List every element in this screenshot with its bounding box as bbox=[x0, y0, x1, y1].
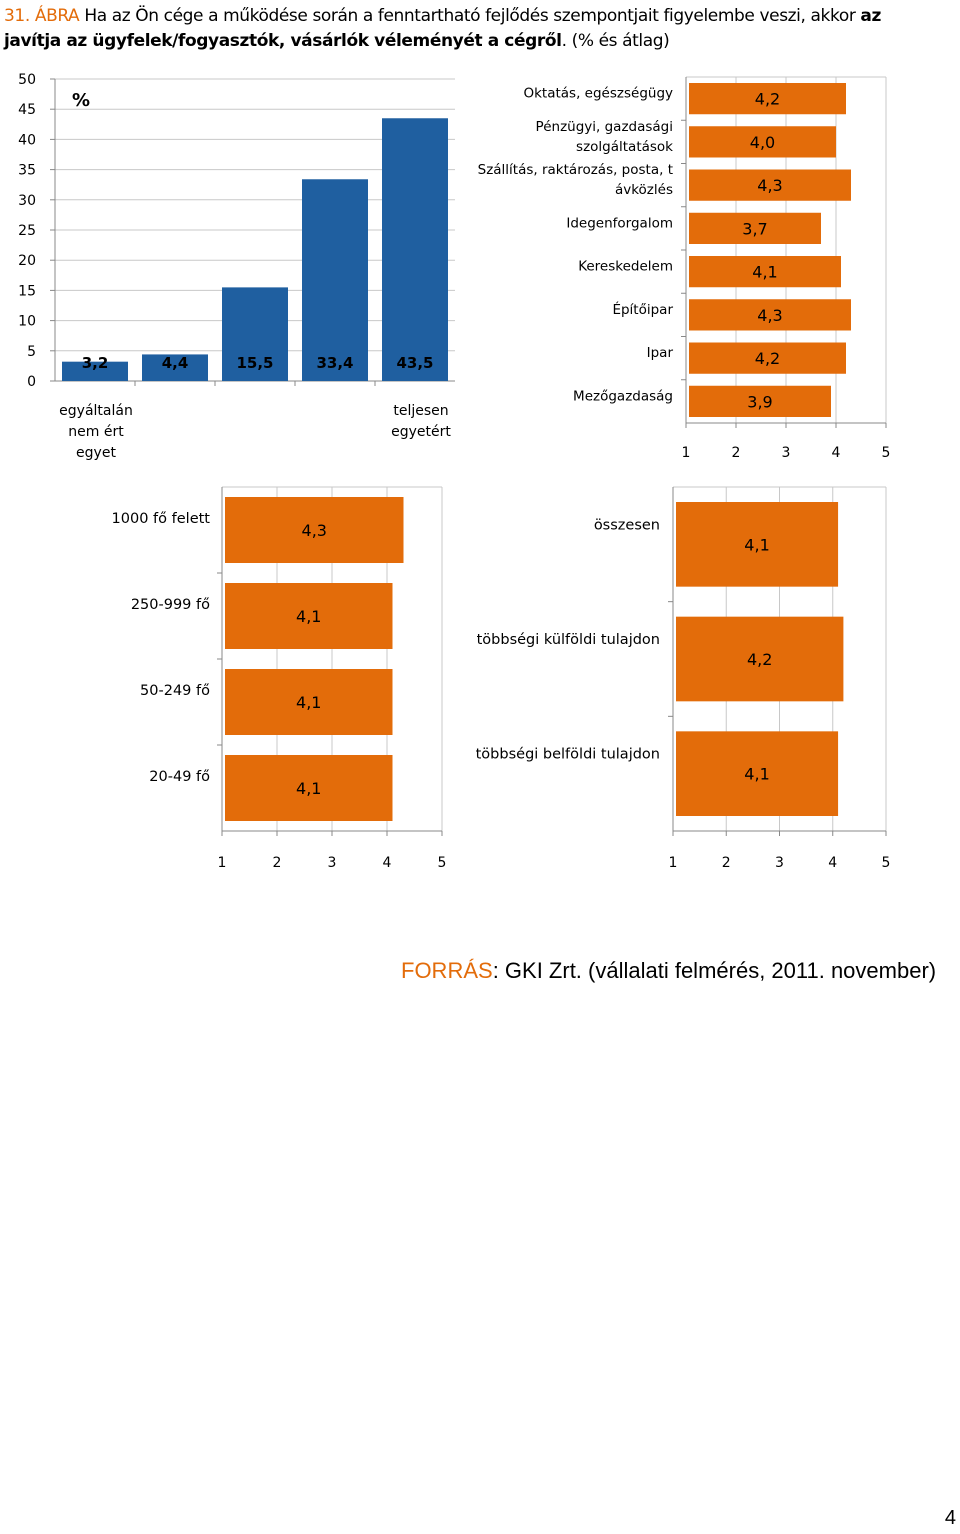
data-label: 3,9 bbox=[747, 392, 772, 411]
source-label: FORRÁS bbox=[401, 958, 493, 983]
figure-number: 31. ÁBRA bbox=[4, 6, 80, 26]
data-label: 4,1 bbox=[296, 693, 321, 712]
x-tick-label: 1 bbox=[218, 855, 227, 871]
x-tick-label: 4 bbox=[383, 855, 392, 871]
category-label: Pénzügyi, gazdasági bbox=[536, 119, 673, 135]
data-label: 4,2 bbox=[747, 650, 772, 669]
category-label: 250-999 fő bbox=[131, 597, 210, 613]
data-label: 15,5 bbox=[236, 354, 273, 372]
data-label: 4,3 bbox=[757, 306, 782, 325]
figure-title-tail: . (% és átlag) bbox=[561, 31, 670, 51]
data-label: 3,2 bbox=[82, 354, 109, 372]
category-label: Oktatás, egészségügy bbox=[523, 86, 673, 102]
end-label-left: nem ért bbox=[68, 424, 124, 440]
page-number: 4 bbox=[944, 1507, 956, 1529]
y-tick-label: 10 bbox=[18, 314, 36, 330]
category-label: 1000 fő felett bbox=[112, 511, 211, 527]
y-tick-label: 30 bbox=[18, 193, 36, 209]
y-tick-label: 35 bbox=[18, 163, 36, 179]
bar bbox=[225, 755, 393, 821]
bar bbox=[689, 385, 831, 417]
data-label: 3,7 bbox=[742, 219, 767, 238]
y-tick-label: 5 bbox=[27, 344, 36, 360]
end-label-left: egyáltalán bbox=[59, 403, 133, 419]
y-tick-label: 25 bbox=[18, 223, 36, 239]
bar bbox=[225, 497, 404, 563]
data-label: 4,1 bbox=[744, 765, 769, 784]
bar bbox=[689, 256, 841, 288]
data-label: 4,3 bbox=[302, 521, 327, 540]
category-label: Kereskedelem bbox=[578, 259, 673, 275]
category-label: Szállítás, raktározás, posta, t bbox=[478, 162, 673, 178]
bar bbox=[62, 361, 128, 381]
data-label: 4,4 bbox=[162, 354, 189, 372]
unit-label: % bbox=[72, 90, 90, 111]
x-tick-label: 5 bbox=[882, 855, 891, 871]
source-text: : GKI Zrt. (vállalati felmérés, 2011. no… bbox=[492, 958, 937, 983]
x-tick-label: 5 bbox=[882, 445, 891, 461]
x-tick-label: 2 bbox=[273, 855, 282, 871]
y-tick-label: 0 bbox=[27, 374, 36, 390]
x-tick-label: 4 bbox=[828, 855, 837, 871]
bar bbox=[689, 342, 846, 374]
data-label: 4,2 bbox=[755, 349, 780, 368]
end-label-right: egyetért bbox=[391, 424, 451, 440]
bar bbox=[689, 126, 836, 158]
category-label: Építőipar bbox=[612, 301, 673, 318]
category-label: Ipar bbox=[647, 345, 674, 361]
bar bbox=[382, 118, 448, 381]
bar bbox=[225, 669, 393, 735]
category-label: Idegenforgalom bbox=[566, 215, 673, 231]
figure-title: 31. ÁBRA Ha az Ön cége a működése során … bbox=[4, 4, 934, 54]
category-label: többségi belföldi tulajdon bbox=[476, 747, 660, 763]
end-label-right: teljesen bbox=[393, 403, 448, 419]
bar bbox=[225, 583, 393, 649]
bar bbox=[222, 287, 288, 381]
y-tick-label: 45 bbox=[18, 102, 36, 118]
x-tick-label: 4 bbox=[832, 445, 841, 461]
category-label: ávközlés bbox=[615, 182, 673, 198]
data-label: 4,1 bbox=[752, 263, 777, 282]
data-label: 4,0 bbox=[750, 133, 775, 152]
source-note: FORRÁS: GKI Zrt. (vállalati felmérés, 20… bbox=[401, 958, 936, 984]
data-label: 4,1 bbox=[296, 779, 321, 798]
x-tick-label: 3 bbox=[328, 855, 337, 871]
bar bbox=[689, 83, 846, 115]
bar bbox=[676, 502, 839, 587]
data-label: 4,3 bbox=[757, 176, 782, 195]
bar bbox=[142, 354, 208, 381]
y-tick-label: 15 bbox=[18, 283, 36, 299]
category-label: Mezőgazdaság bbox=[573, 388, 673, 404]
data-label: 4,1 bbox=[744, 535, 769, 554]
x-tick-label: 2 bbox=[722, 855, 731, 871]
bar bbox=[676, 616, 844, 702]
data-label: 4,2 bbox=[755, 90, 780, 109]
x-tick-label: 5 bbox=[438, 855, 447, 871]
x-tick-label: 3 bbox=[775, 855, 784, 871]
category-label: többségi külföldi tulajdon bbox=[477, 632, 660, 648]
figure-title-text: Ha az Ön cége a működése során a fenntar… bbox=[84, 6, 856, 26]
x-tick-label: 3 bbox=[782, 445, 791, 461]
bar bbox=[689, 212, 821, 244]
data-label: 4,1 bbox=[296, 607, 321, 626]
bar bbox=[302, 179, 368, 381]
bar bbox=[689, 169, 851, 201]
data-label: 43,5 bbox=[396, 354, 433, 372]
category-label: összesen bbox=[594, 517, 660, 533]
category-label: 50-249 fő bbox=[140, 683, 210, 699]
x-tick-label: 1 bbox=[682, 445, 691, 461]
x-tick-label: 2 bbox=[732, 445, 741, 461]
data-label: 33,4 bbox=[316, 354, 353, 372]
end-label-left: egyet bbox=[76, 445, 116, 461]
category-label: 20-49 fő bbox=[149, 769, 210, 785]
y-tick-label: 40 bbox=[18, 132, 36, 148]
bar bbox=[676, 731, 839, 816]
y-tick-label: 50 bbox=[18, 72, 36, 88]
bar bbox=[689, 299, 851, 331]
category-label: szolgáltatások bbox=[576, 139, 673, 155]
figure-title-bold: az javítja az ügyfelek/fogyasztók, vásár… bbox=[4, 6, 881, 51]
x-tick-label: 1 bbox=[669, 855, 678, 871]
y-tick-label: 20 bbox=[18, 253, 36, 269]
